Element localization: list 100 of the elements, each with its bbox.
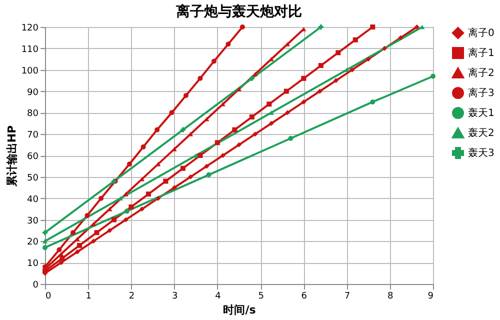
- point: [382, 46, 387, 51]
- x-tick-label: 5: [258, 292, 264, 302]
- chart-title: 离子炮与轰天炮对比: [175, 3, 302, 20]
- point: [288, 136, 294, 141]
- legend-label: 轰天2: [468, 127, 494, 139]
- point: [56, 247, 62, 252]
- point: [252, 72, 258, 76]
- point: [252, 132, 258, 137]
- legend-label: 离子1: [468, 47, 494, 59]
- point: [430, 74, 436, 79]
- point: [198, 153, 203, 158]
- point: [169, 110, 174, 116]
- point: [124, 208, 130, 214]
- point: [268, 110, 274, 115]
- point: [301, 99, 306, 104]
- point: [188, 174, 193, 180]
- y-tick-label: 20: [27, 238, 39, 248]
- point: [98, 196, 104, 201]
- y-tick-label: 0: [32, 280, 39, 290]
- point: [398, 35, 404, 40]
- point: [154, 127, 160, 132]
- point: [198, 76, 203, 81]
- y-tick-label: 50: [27, 173, 39, 184]
- point: [42, 230, 48, 236]
- x-tick-label: 2: [128, 292, 135, 302]
- y-tick-label: 110: [21, 44, 39, 55]
- point: [140, 206, 144, 212]
- point: [156, 196, 161, 201]
- x-tick-label: 4: [215, 292, 222, 302]
- point: [211, 58, 216, 64]
- point: [140, 144, 146, 150]
- point: [420, 24, 425, 30]
- point: [236, 142, 242, 148]
- point: [350, 67, 355, 72]
- point: [414, 24, 420, 30]
- point: [220, 153, 226, 158]
- legend-label: 离子2: [468, 67, 494, 79]
- point: [146, 192, 151, 197]
- y-tick-label: 30: [27, 216, 39, 226]
- point: [318, 63, 324, 68]
- point: [284, 88, 289, 94]
- point: [42, 239, 48, 244]
- point: [352, 37, 358, 42]
- x-axis-title: 时间/s: [223, 304, 256, 316]
- point: [366, 56, 371, 62]
- x-tick-label: 6: [301, 292, 308, 302]
- point: [232, 127, 238, 132]
- y-tick-label: 100: [21, 66, 39, 76]
- point: [123, 192, 128, 196]
- x-tick-label: 9: [428, 292, 434, 302]
- legend-label: 离子3: [468, 87, 494, 99]
- point: [84, 212, 90, 218]
- x-tick-label: 0: [46, 292, 52, 302]
- point: [91, 238, 96, 244]
- x-tick-label: 8: [388, 292, 394, 302]
- point: [249, 114, 254, 120]
- point: [42, 264, 48, 270]
- point: [94, 230, 100, 236]
- point: [285, 110, 290, 116]
- y-tick-label: 40: [27, 194, 39, 205]
- point: [301, 76, 306, 81]
- point: [74, 249, 80, 254]
- point: [128, 204, 134, 210]
- y-tick-label: 70: [27, 130, 39, 141]
- point: [107, 228, 112, 233]
- point: [180, 127, 186, 132]
- y-tick-label: 90: [27, 88, 39, 98]
- y-tick-label: 120: [21, 24, 39, 34]
- point: [204, 164, 210, 169]
- point: [76, 242, 82, 248]
- point: [318, 24, 324, 30]
- point: [180, 166, 186, 171]
- point: [172, 185, 177, 190]
- point: [336, 50, 341, 56]
- x-tick-label: 1: [86, 292, 92, 302]
- x-tick-label: 7: [344, 292, 350, 302]
- point: [226, 42, 231, 47]
- point: [163, 178, 168, 184]
- point: [60, 256, 65, 261]
- point: [334, 78, 338, 84]
- y-tick-label: 80: [27, 109, 39, 120]
- point: [183, 93, 188, 98]
- legend-label: 轰天1: [468, 107, 494, 119]
- point: [240, 24, 245, 30]
- point: [70, 230, 76, 236]
- legend-label: 轰天3: [468, 147, 494, 159]
- point: [236, 86, 242, 92]
- x-tick-label: 3: [172, 292, 178, 302]
- point: [206, 172, 212, 178]
- point: [268, 120, 274, 126]
- point: [317, 88, 322, 94]
- point: [249, 76, 254, 81]
- point: [42, 245, 48, 250]
- point: [370, 99, 376, 104]
- point: [370, 24, 376, 30]
- point: [111, 217, 116, 222]
- point: [58, 260, 64, 266]
- y-tick-label: 60: [27, 152, 39, 162]
- y-tick-label: 10: [27, 259, 39, 270]
- y-axis-title: 累计输出HP: [5, 125, 18, 188]
